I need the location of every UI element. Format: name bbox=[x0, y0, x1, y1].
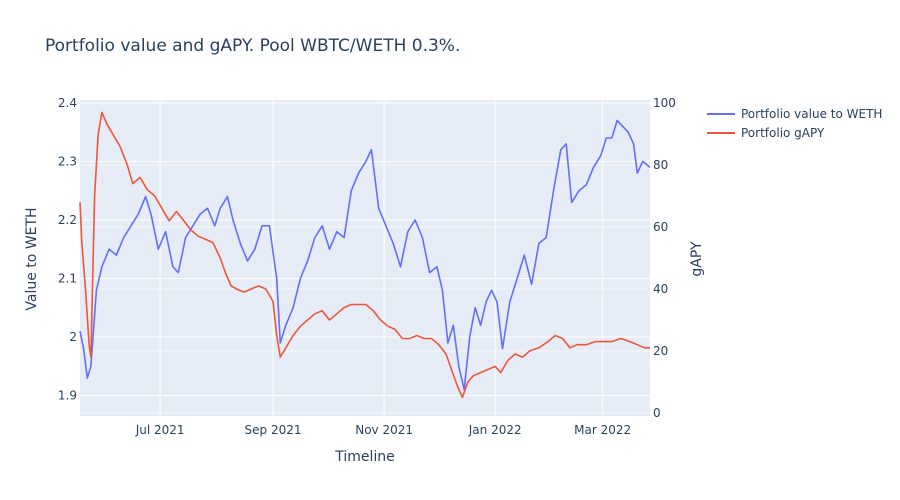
legend-label-portfolio-value: Portfolio value to WETH bbox=[741, 107, 882, 121]
y-left-tick-label: 2.2 bbox=[58, 213, 77, 227]
y-axis-right-title: gAPY bbox=[689, 241, 705, 277]
x-tick-label: Mar 2022 bbox=[574, 423, 631, 437]
chart-title: Portfolio value and gAPY. Pool WBTC/WETH… bbox=[45, 36, 460, 56]
x-tick-label: Jul 2021 bbox=[135, 423, 185, 437]
series-lines bbox=[79, 111, 651, 399]
y-left-tick-label: 2 bbox=[69, 330, 77, 344]
legend-label-portfolio-gapy: Portfolio gAPY bbox=[741, 126, 825, 140]
y-right-tick-label: 40 bbox=[653, 282, 668, 296]
series-line-portfolio-gapy[interactable] bbox=[79, 111, 650, 399]
plot-area[interactable] bbox=[80, 100, 650, 416]
y-left-tick-label: 2.1 bbox=[58, 271, 77, 285]
y-right-tick-label: 80 bbox=[653, 158, 668, 172]
tick-labels: 1.9 2 2.1 2.2 2.3 2.4 0 20 40 60 80 100 Jul 2021 Sep … bbox=[58, 96, 676, 437]
gridlines bbox=[80, 100, 650, 416]
y-right-tick-label: 60 bbox=[653, 220, 668, 234]
x-tick-label: Nov 2021 bbox=[355, 423, 413, 437]
y-right-tick-label: 20 bbox=[653, 344, 668, 358]
x-tick-label: Sep 2021 bbox=[245, 423, 302, 437]
y-right-tick-label: 0 bbox=[653, 406, 661, 420]
y-right-tick-label: 100 bbox=[653, 96, 676, 110]
legend-item-portfolio-gapy[interactable]: Portfolio gAPY bbox=[707, 126, 825, 140]
y-left-tick-label: 1.9 bbox=[58, 389, 77, 403]
y-left-tick-label: 2.4 bbox=[58, 96, 77, 110]
series-line-portfolio-value[interactable] bbox=[79, 119, 651, 391]
x-axis-title: Timeline bbox=[334, 449, 395, 465]
y-left-tick-label: 2.3 bbox=[58, 154, 77, 168]
legend-item-portfolio-value[interactable]: Portfolio value to WETH bbox=[707, 107, 882, 121]
y-axis-left-title: Value to WETH bbox=[24, 207, 40, 310]
legend: Portfolio value to WETH Portfolio gAPY bbox=[707, 107, 882, 140]
x-tick-label: Jan 2022 bbox=[468, 423, 522, 437]
